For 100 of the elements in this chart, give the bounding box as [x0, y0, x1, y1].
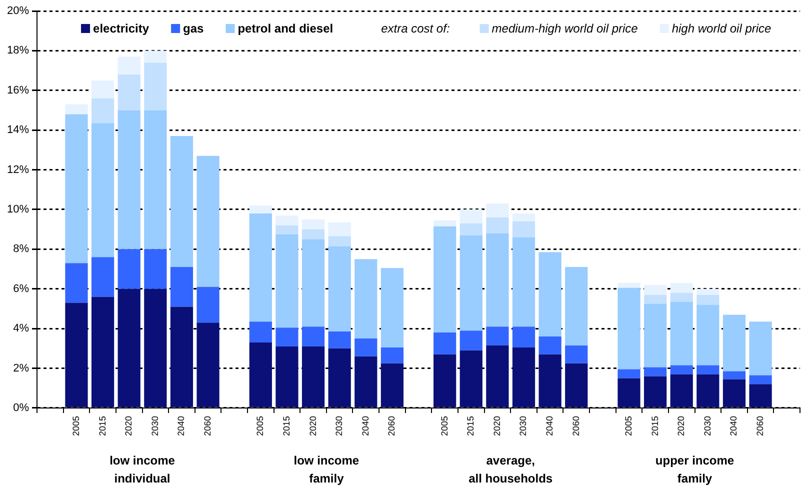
bar	[512, 213, 536, 222]
x-tick-label: 2015	[97, 416, 108, 436]
bar	[249, 322, 272, 342]
y-tick-label: 8%	[13, 243, 30, 256]
x-tick-label: 2030	[518, 416, 528, 436]
bar	[328, 222, 351, 236]
text: upper income family	[655, 453, 734, 486]
bar	[460, 330, 482, 350]
bar	[618, 378, 640, 408]
bar	[91, 98, 114, 124]
bar	[276, 215, 298, 226]
bar	[460, 209, 482, 224]
x-tick-label: 2040	[544, 416, 555, 436]
y-tick-label: 18%	[6, 44, 30, 57]
bar	[670, 292, 693, 302]
bar	[276, 328, 298, 346]
bar	[328, 348, 351, 408]
bar	[276, 225, 298, 234]
bar	[696, 294, 720, 305]
x-tick-label: 2060	[755, 416, 766, 436]
bar	[196, 286, 220, 323]
x-tick-label: 2015	[466, 416, 476, 436]
bar	[328, 246, 351, 332]
bar	[696, 288, 720, 295]
bar	[538, 354, 562, 408]
bar	[538, 336, 562, 354]
bar	[354, 259, 378, 339]
bar	[380, 268, 404, 348]
bar	[65, 302, 88, 408]
y-tick-label: 10%	[6, 204, 30, 216]
bar	[512, 237, 536, 327]
bar	[91, 296, 114, 408]
bar	[618, 369, 640, 378]
bar	[354, 356, 378, 408]
bar	[249, 206, 272, 214]
y-tick-label: 12%	[6, 164, 30, 176]
x-tick-label: 2030	[150, 416, 160, 436]
bar	[722, 314, 746, 372]
bar	[144, 288, 167, 408]
bar	[380, 363, 404, 408]
x-tick-label: 2040	[728, 416, 739, 436]
bar	[170, 267, 194, 307]
bar	[618, 288, 640, 370]
bar	[196, 156, 220, 287]
bar	[276, 234, 298, 328]
x-tick-label: 2040	[176, 416, 186, 436]
bar	[696, 304, 720, 366]
bar	[460, 350, 482, 408]
text: low income individual	[110, 453, 176, 486]
x-tick-label: 2005	[439, 416, 450, 436]
x-tick-label: 2040	[360, 416, 370, 436]
bar	[65, 114, 88, 264]
bar	[644, 304, 667, 368]
bar	[91, 123, 114, 258]
bar	[696, 374, 720, 408]
legend-label: petrol and diesel	[238, 21, 334, 36]
y-tick-label: 0%	[13, 402, 30, 414]
bar	[565, 345, 588, 364]
bar	[328, 236, 351, 246]
bar	[749, 375, 772, 384]
bar	[302, 219, 325, 230]
bar	[618, 282, 640, 288]
bar	[276, 346, 298, 408]
x-tick-label: 2060	[570, 416, 581, 436]
x-tick-label: 2030	[334, 416, 344, 436]
legend-label: medium-high world oil price	[492, 21, 638, 36]
x-tick-label: 2020	[308, 416, 318, 436]
bar	[670, 282, 693, 293]
bar	[302, 229, 325, 240]
x-tick-label: 2020	[676, 416, 686, 436]
bar	[644, 284, 667, 295]
y-tick-label: 14%	[6, 124, 30, 136]
bar	[460, 223, 482, 236]
bar	[486, 217, 509, 234]
bar	[354, 338, 378, 356]
bar	[644, 294, 667, 304]
bar	[91, 257, 114, 297]
bar	[670, 374, 693, 408]
bar	[670, 365, 693, 374]
bar	[486, 233, 509, 327]
bar	[512, 326, 536, 348]
bar	[460, 235, 482, 331]
bar	[434, 354, 456, 408]
bar	[434, 220, 456, 226]
bar	[249, 213, 272, 322]
x-tick-label: 2030	[702, 416, 712, 436]
bar	[722, 379, 746, 408]
bar	[434, 226, 456, 333]
x-tick-label: 2005	[623, 416, 634, 436]
bar	[249, 342, 272, 408]
bar	[118, 56, 140, 75]
x-tick-label: 2005	[70, 416, 81, 436]
x-tick-label: 2005	[255, 416, 266, 436]
bar	[65, 104, 88, 114]
bar	[328, 332, 351, 348]
legend-label: gas	[183, 21, 204, 36]
x-tick-label: 2015	[650, 416, 660, 436]
bar	[144, 110, 167, 250]
bar	[538, 252, 562, 337]
bar	[91, 80, 114, 98]
